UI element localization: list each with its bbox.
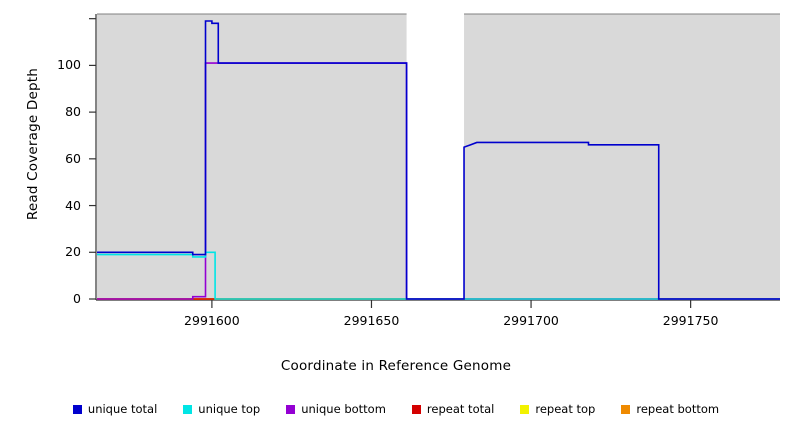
- legend-swatch-icon: [621, 404, 631, 414]
- data-series: [97, 20, 780, 300]
- legend-label: unique top: [198, 402, 261, 416]
- legend-item[interactable]: repeat bottom: [621, 402, 719, 416]
- legend-swatch-icon: [520, 404, 530, 414]
- legend-label: repeat total: [426, 402, 495, 416]
- y-tick-label: 80: [65, 104, 81, 120]
- legend-item[interactable]: repeat top: [520, 402, 595, 416]
- legend-label: unique bottom: [301, 402, 386, 416]
- legend-item[interactable]: unique top: [183, 402, 260, 416]
- legend-label: repeat bottom: [636, 402, 720, 416]
- shaded-region: [464, 14, 780, 299]
- x-tick-label: 2991750: [662, 313, 719, 328]
- x-tick-label: 2991600: [184, 313, 240, 328]
- axis-lines: [89, 14, 780, 308]
- y-tick-label: 20: [65, 244, 81, 260]
- x-tick-label: 2991700: [503, 313, 559, 328]
- series-line: [97, 20, 780, 300]
- shaded-region: [97, 14, 407, 299]
- legend-label: repeat top: [535, 402, 596, 416]
- y-tick-label: 60: [65, 150, 81, 166]
- chart-legend: unique total unique top unique bottom repea…: [0, 398, 792, 420]
- legend-swatch-icon: [183, 404, 193, 414]
- legend-item[interactable]: repeat total: [411, 402, 495, 416]
- legend-label: unique total: [87, 402, 158, 416]
- y-axis-title: Read Coverage Depth: [25, 67, 41, 221]
- legend-swatch-icon: [411, 404, 421, 414]
- y-tick-label: 40: [65, 197, 81, 213]
- y-tick-label: 100: [57, 57, 81, 73]
- legend-item[interactable]: unique total: [72, 402, 158, 416]
- y-tick-label: 0: [73, 291, 81, 306]
- legend-swatch-icon: [72, 404, 82, 414]
- legend-item[interactable]: unique bottom: [286, 402, 386, 416]
- legend-swatch-icon: [286, 404, 296, 414]
- x-axis-title: Coordinate in Reference Genome: [280, 358, 512, 374]
- x-tick-label: 2991650: [343, 313, 400, 328]
- shaded-regions: [97, 13, 780, 299]
